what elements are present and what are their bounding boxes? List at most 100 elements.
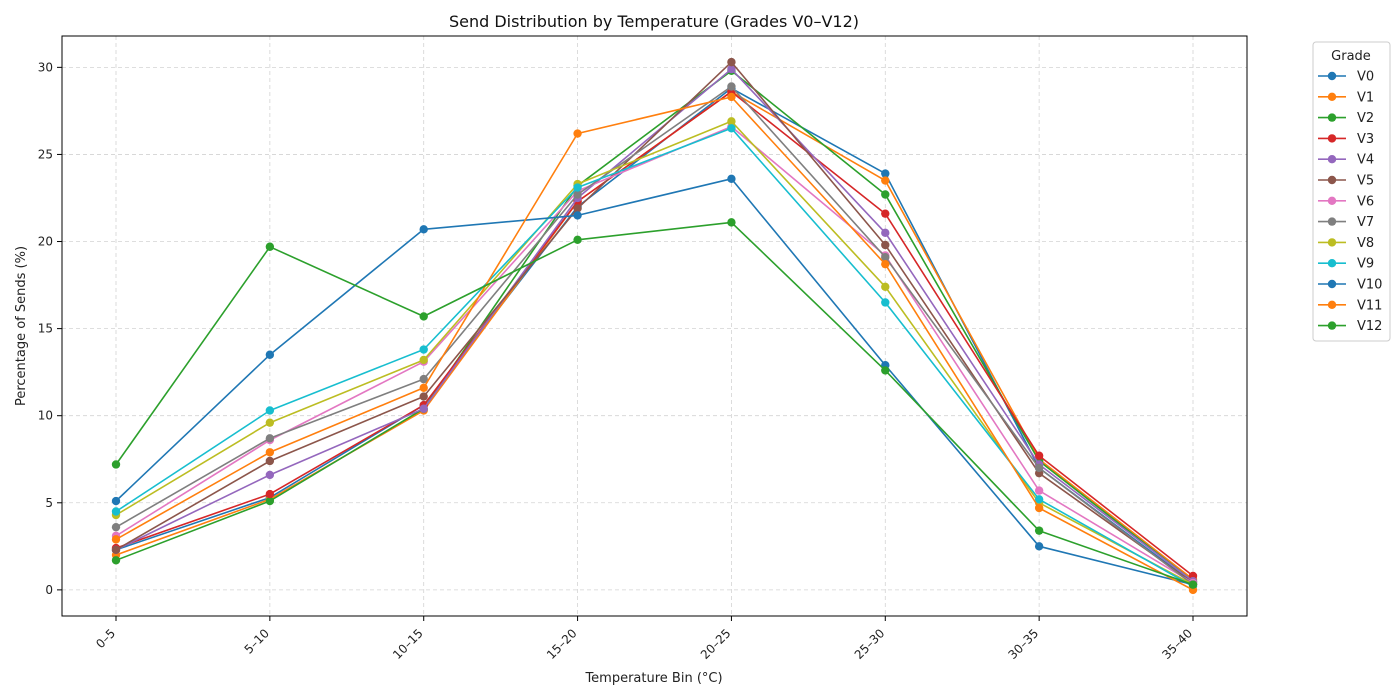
data-point [111, 460, 121, 469]
data-point [265, 496, 275, 506]
data-point [881, 366, 890, 375]
x-tick-label: 25–30 [852, 626, 888, 662]
series-line-v6 [115, 125, 1194, 584]
legend-marker [1327, 196, 1337, 205]
y-tick-label: 30 [38, 60, 53, 74]
data-point [881, 228, 890, 238]
legend-item-v11: V11 [1318, 298, 1382, 313]
data-point [1034, 463, 1044, 473]
data-point [881, 169, 890, 178]
x-tick-label: 0–5 [93, 626, 118, 651]
y-axis-label: Percentage of Sends (%) [14, 246, 29, 406]
data-point [265, 350, 275, 359]
legend-marker [1327, 321, 1337, 330]
data-point [419, 312, 428, 321]
data-point [419, 225, 428, 234]
x-tick-label: 5–10 [242, 626, 272, 656]
data-point [573, 204, 582, 213]
y-axis-ticks: 0 5 10 15 20 25 30 [38, 60, 62, 597]
data-point [573, 211, 582, 220]
legend-marker [1327, 113, 1337, 122]
legend-item-v12: V12 [1318, 319, 1382, 334]
legend-item-v3: V3 [1318, 132, 1374, 147]
series-line-v12 [115, 221, 1194, 586]
legend-label: V9 [1357, 257, 1374, 272]
data-point [1034, 542, 1044, 551]
data-point [573, 190, 582, 199]
data-point [727, 124, 736, 133]
legend-marker [1327, 279, 1337, 289]
data-point [419, 383, 428, 393]
y-tick-label: 20 [38, 235, 53, 249]
data-point [111, 545, 121, 555]
x-tick-label: 35–40 [1159, 626, 1195, 662]
data-point [1034, 526, 1044, 535]
legend-label: V10 [1357, 278, 1382, 293]
series-line-v4 [115, 68, 1194, 582]
y-tick-label: 15 [38, 322, 53, 336]
legend-label: V11 [1357, 298, 1382, 313]
legend-label: V0 [1357, 70, 1374, 85]
data-point [1034, 503, 1044, 513]
legend-marker [1327, 238, 1337, 247]
x-tick-label: 15–20 [544, 626, 580, 662]
data-point [881, 259, 890, 269]
legend-marker [1327, 175, 1337, 185]
x-tick-label: 10–15 [390, 626, 426, 662]
y-tick-label: 25 [38, 147, 53, 161]
legend-marker [1327, 300, 1337, 309]
data-point [727, 82, 736, 91]
plot-area [62, 36, 1247, 616]
x-axis-label: Temperature Bin (°C) [584, 671, 722, 686]
x-axis-ticks: 0–5 5–10 10–15 15–20 20–25 25–30 30–35 35–40 [93, 616, 1195, 662]
legend-item-v0: V0 [1318, 70, 1374, 85]
legend-label: V1 [1357, 90, 1374, 105]
series-v12 [111, 218, 1198, 589]
legend-label: V3 [1357, 132, 1374, 147]
legend-box [1312, 41, 1391, 342]
legend-label: V4 [1357, 153, 1374, 168]
legend-item-v1: V1 [1318, 90, 1374, 105]
legend-item-v2: V2 [1318, 111, 1374, 126]
y-tick-label: 10 [38, 409, 53, 423]
series-line-v10 [115, 178, 1194, 586]
series-layer [111, 57, 1198, 595]
legend-label: V6 [1357, 194, 1374, 209]
data-point [727, 92, 736, 102]
data-point [1034, 495, 1044, 504]
data-point [111, 522, 121, 532]
legend-item-v7: V7 [1318, 215, 1374, 230]
data-point [419, 392, 428, 401]
series-v4 [111, 64, 1198, 586]
data-point [419, 345, 428, 354]
series-v11 [111, 92, 1198, 595]
legend-marker [1327, 259, 1337, 268]
legend-label: V5 [1357, 174, 1374, 189]
legend-marker [1327, 71, 1337, 81]
data-point [1188, 580, 1198, 589]
legend-marker [1327, 155, 1337, 164]
data-point [265, 470, 275, 480]
data-point [111, 496, 121, 506]
data-point [881, 190, 890, 199]
data-point [265, 489, 275, 499]
legend-item-v6: V6 [1318, 194, 1374, 209]
data-point [419, 355, 428, 365]
y-tick-label: 0 [45, 583, 53, 597]
legend-item-v9: V9 [1318, 257, 1374, 272]
series-line-v5 [115, 61, 1194, 584]
data-point [727, 174, 736, 184]
data-point [111, 507, 121, 516]
legend-marker [1327, 217, 1337, 226]
x-tick-label: 30–35 [1006, 626, 1042, 662]
data-point [881, 240, 890, 250]
data-point [111, 556, 121, 565]
data-point [727, 64, 736, 74]
data-point [727, 117, 736, 126]
data-point [265, 406, 275, 415]
legend-label: V2 [1357, 111, 1374, 126]
data-point [1034, 486, 1044, 495]
x-tick-label: 20–25 [698, 626, 734, 662]
legend-label: V12 [1357, 319, 1382, 334]
